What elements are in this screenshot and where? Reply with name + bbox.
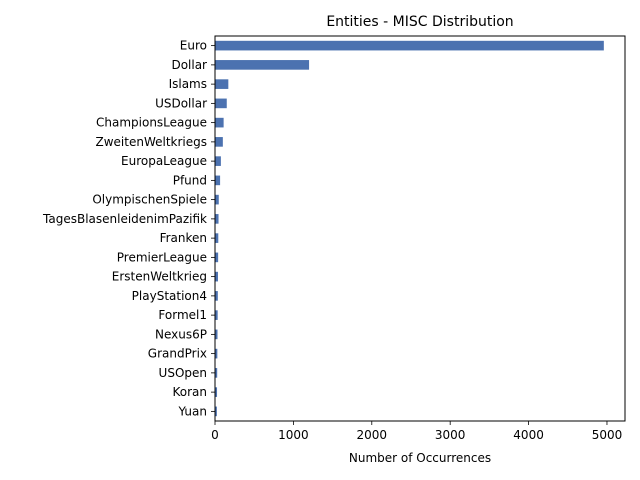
bar-Dollar xyxy=(215,60,310,70)
bar-Yuan xyxy=(215,406,217,417)
bar-USDollar xyxy=(215,98,227,109)
bar-PremierLeague xyxy=(215,252,219,263)
bar-PlayStation4 xyxy=(215,291,218,301)
x-tick-label: 3000 xyxy=(435,428,466,442)
y-tick-label: TagesBlasenleidenimPazifik xyxy=(42,212,207,226)
y-axis-ticks: Euro Dollar Islams USDollar ChampionsLeague Z… xyxy=(42,39,215,418)
bar-USOpen xyxy=(215,368,218,378)
y-tick-label: Formel1 xyxy=(158,308,207,322)
x-tick-label: 5000 xyxy=(592,428,623,442)
y-tick-label: Koran xyxy=(172,385,207,399)
x-tick-label: 1000 xyxy=(278,428,309,442)
y-tick-label: ZweitenWeltkriegs xyxy=(96,135,208,149)
y-tick-label: USDollar xyxy=(155,96,207,110)
bar-OlympischenSpiele xyxy=(215,194,219,205)
bar-Koran xyxy=(215,387,218,397)
bar-EuropaLeague xyxy=(215,156,221,166)
bar-GrandPrix xyxy=(215,348,218,359)
x-axis-title: Number of Occurrences xyxy=(349,451,491,465)
plot-frame xyxy=(214,35,626,422)
x-tick-label: 2000 xyxy=(357,428,388,442)
y-tick-label: Nexus6P xyxy=(155,327,207,341)
y-tick-label: GrandPrix xyxy=(148,347,207,361)
y-tick-label: Euro xyxy=(180,39,207,53)
bar-ChampionsLeague xyxy=(215,117,224,128)
bar-Islams xyxy=(215,79,229,89)
y-tick-label: Islams xyxy=(169,77,207,91)
bar-Nexus6P xyxy=(215,329,218,340)
bar-ZweitenWeltkriegs xyxy=(215,137,223,147)
y-tick-label: Franken xyxy=(160,231,207,245)
y-tick-label: EuropaLeague xyxy=(121,154,207,168)
bar-Franken xyxy=(215,233,219,243)
y-tick-label: PremierLeague xyxy=(117,250,207,264)
bar-Formel1 xyxy=(215,310,218,320)
y-tick-label: USOpen xyxy=(159,366,207,380)
y-tick-label: Yuan xyxy=(177,404,207,418)
y-tick-label: ChampionsLeague xyxy=(96,116,207,130)
y-tick-label: Pfund xyxy=(173,173,207,187)
chart-title: Entities - MISC Distribution xyxy=(326,14,513,30)
bar-Pfund xyxy=(215,175,221,186)
bar-TagesBlasenleidenimPazifik xyxy=(215,214,219,224)
y-tick-label: OlympischenSpiele xyxy=(92,193,207,207)
y-tick-label: ErstenWeltkrieg xyxy=(112,270,207,284)
y-tick-label: PlayStation4 xyxy=(132,289,207,303)
x-axis-ticks: 0 1000 2000 3000 4000 5000 xyxy=(211,421,622,442)
x-tick-label: 0 xyxy=(211,428,219,442)
x-tick-label: 4000 xyxy=(513,428,544,442)
bar-Euro xyxy=(215,40,604,51)
bar-ErstenWeltkrieg xyxy=(215,271,218,282)
y-tick-label: Dollar xyxy=(171,58,207,72)
bars-layer xyxy=(215,40,604,417)
